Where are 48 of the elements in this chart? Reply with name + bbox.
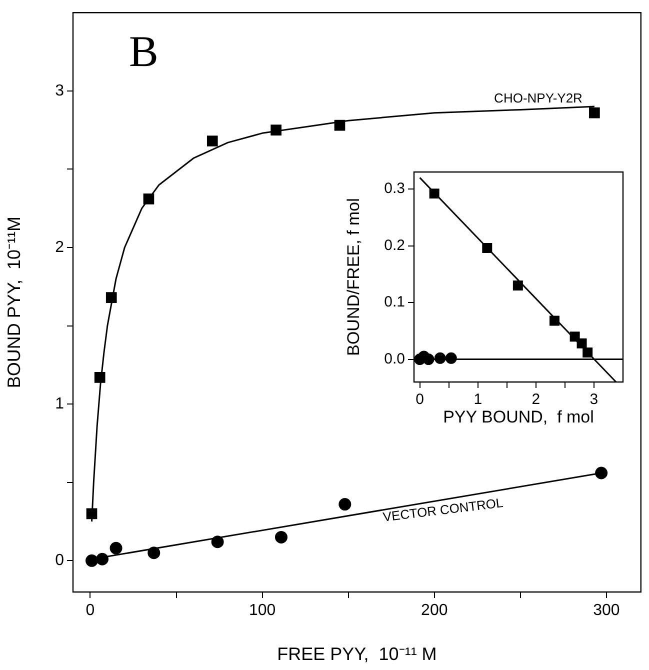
y-axis-title: BOUND PYY, 10⁻¹¹M — [4, 216, 24, 388]
annotation: B — [129, 27, 158, 76]
point — [570, 332, 580, 342]
y-tick-label: 0.0 — [384, 350, 405, 368]
point — [445, 352, 457, 364]
x-tick-label: 200 — [421, 602, 448, 620]
point — [96, 552, 109, 566]
y-tick-label: 0 — [55, 552, 64, 570]
x-tick-label: 0 — [416, 391, 424, 408]
point — [274, 530, 288, 544]
point — [422, 354, 434, 366]
point — [206, 136, 218, 146]
x-tick-label: 2 — [532, 391, 540, 408]
x-axis-title: PYY BOUND, f mol — [443, 407, 594, 426]
x-tick-label: 300 — [593, 602, 620, 620]
point — [595, 466, 608, 480]
y-tick-label: 3 — [55, 82, 64, 100]
point — [270, 124, 282, 136]
y-tick-label: 0.3 — [384, 180, 405, 198]
point — [550, 316, 560, 326]
text: VECTOR CONTROL — [382, 494, 504, 525]
y-tick-label: 2 — [55, 238, 64, 256]
point — [334, 120, 346, 131]
point — [429, 188, 440, 199]
point — [589, 107, 600, 118]
y-axis-title: BOUND/FREE, f mol — [344, 198, 363, 356]
point — [482, 243, 492, 254]
x-tick-label: 0 — [86, 602, 95, 620]
point — [94, 372, 106, 383]
point — [110, 542, 122, 554]
point — [576, 338, 587, 348]
x-axis-title: FREE PYY, 10⁻¹¹ M — [277, 644, 437, 664]
point — [582, 347, 593, 358]
x-tick-label: 1 — [474, 391, 482, 408]
point — [86, 554, 98, 567]
point — [211, 536, 224, 548]
y-tick-label: 0.1 — [384, 294, 405, 311]
point — [434, 352, 446, 364]
x-tick-label: 3 — [590, 391, 598, 408]
y-tick-label: 0.2 — [384, 236, 405, 254]
point — [86, 508, 98, 520]
x-tick-label: 100 — [248, 602, 276, 620]
point — [512, 280, 523, 291]
point — [106, 292, 117, 304]
point — [148, 546, 160, 560]
series-label: CHO-NPY-Y2R — [494, 90, 582, 106]
point — [338, 498, 352, 511]
point — [143, 194, 154, 204]
